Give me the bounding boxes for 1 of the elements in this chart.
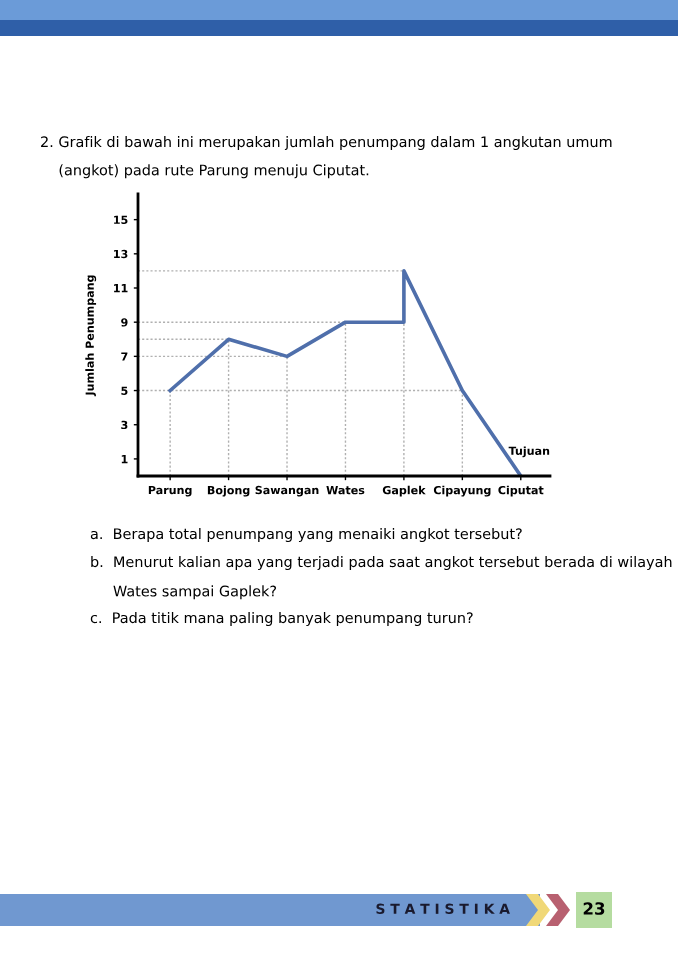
text: 23: [583, 902, 605, 915]
